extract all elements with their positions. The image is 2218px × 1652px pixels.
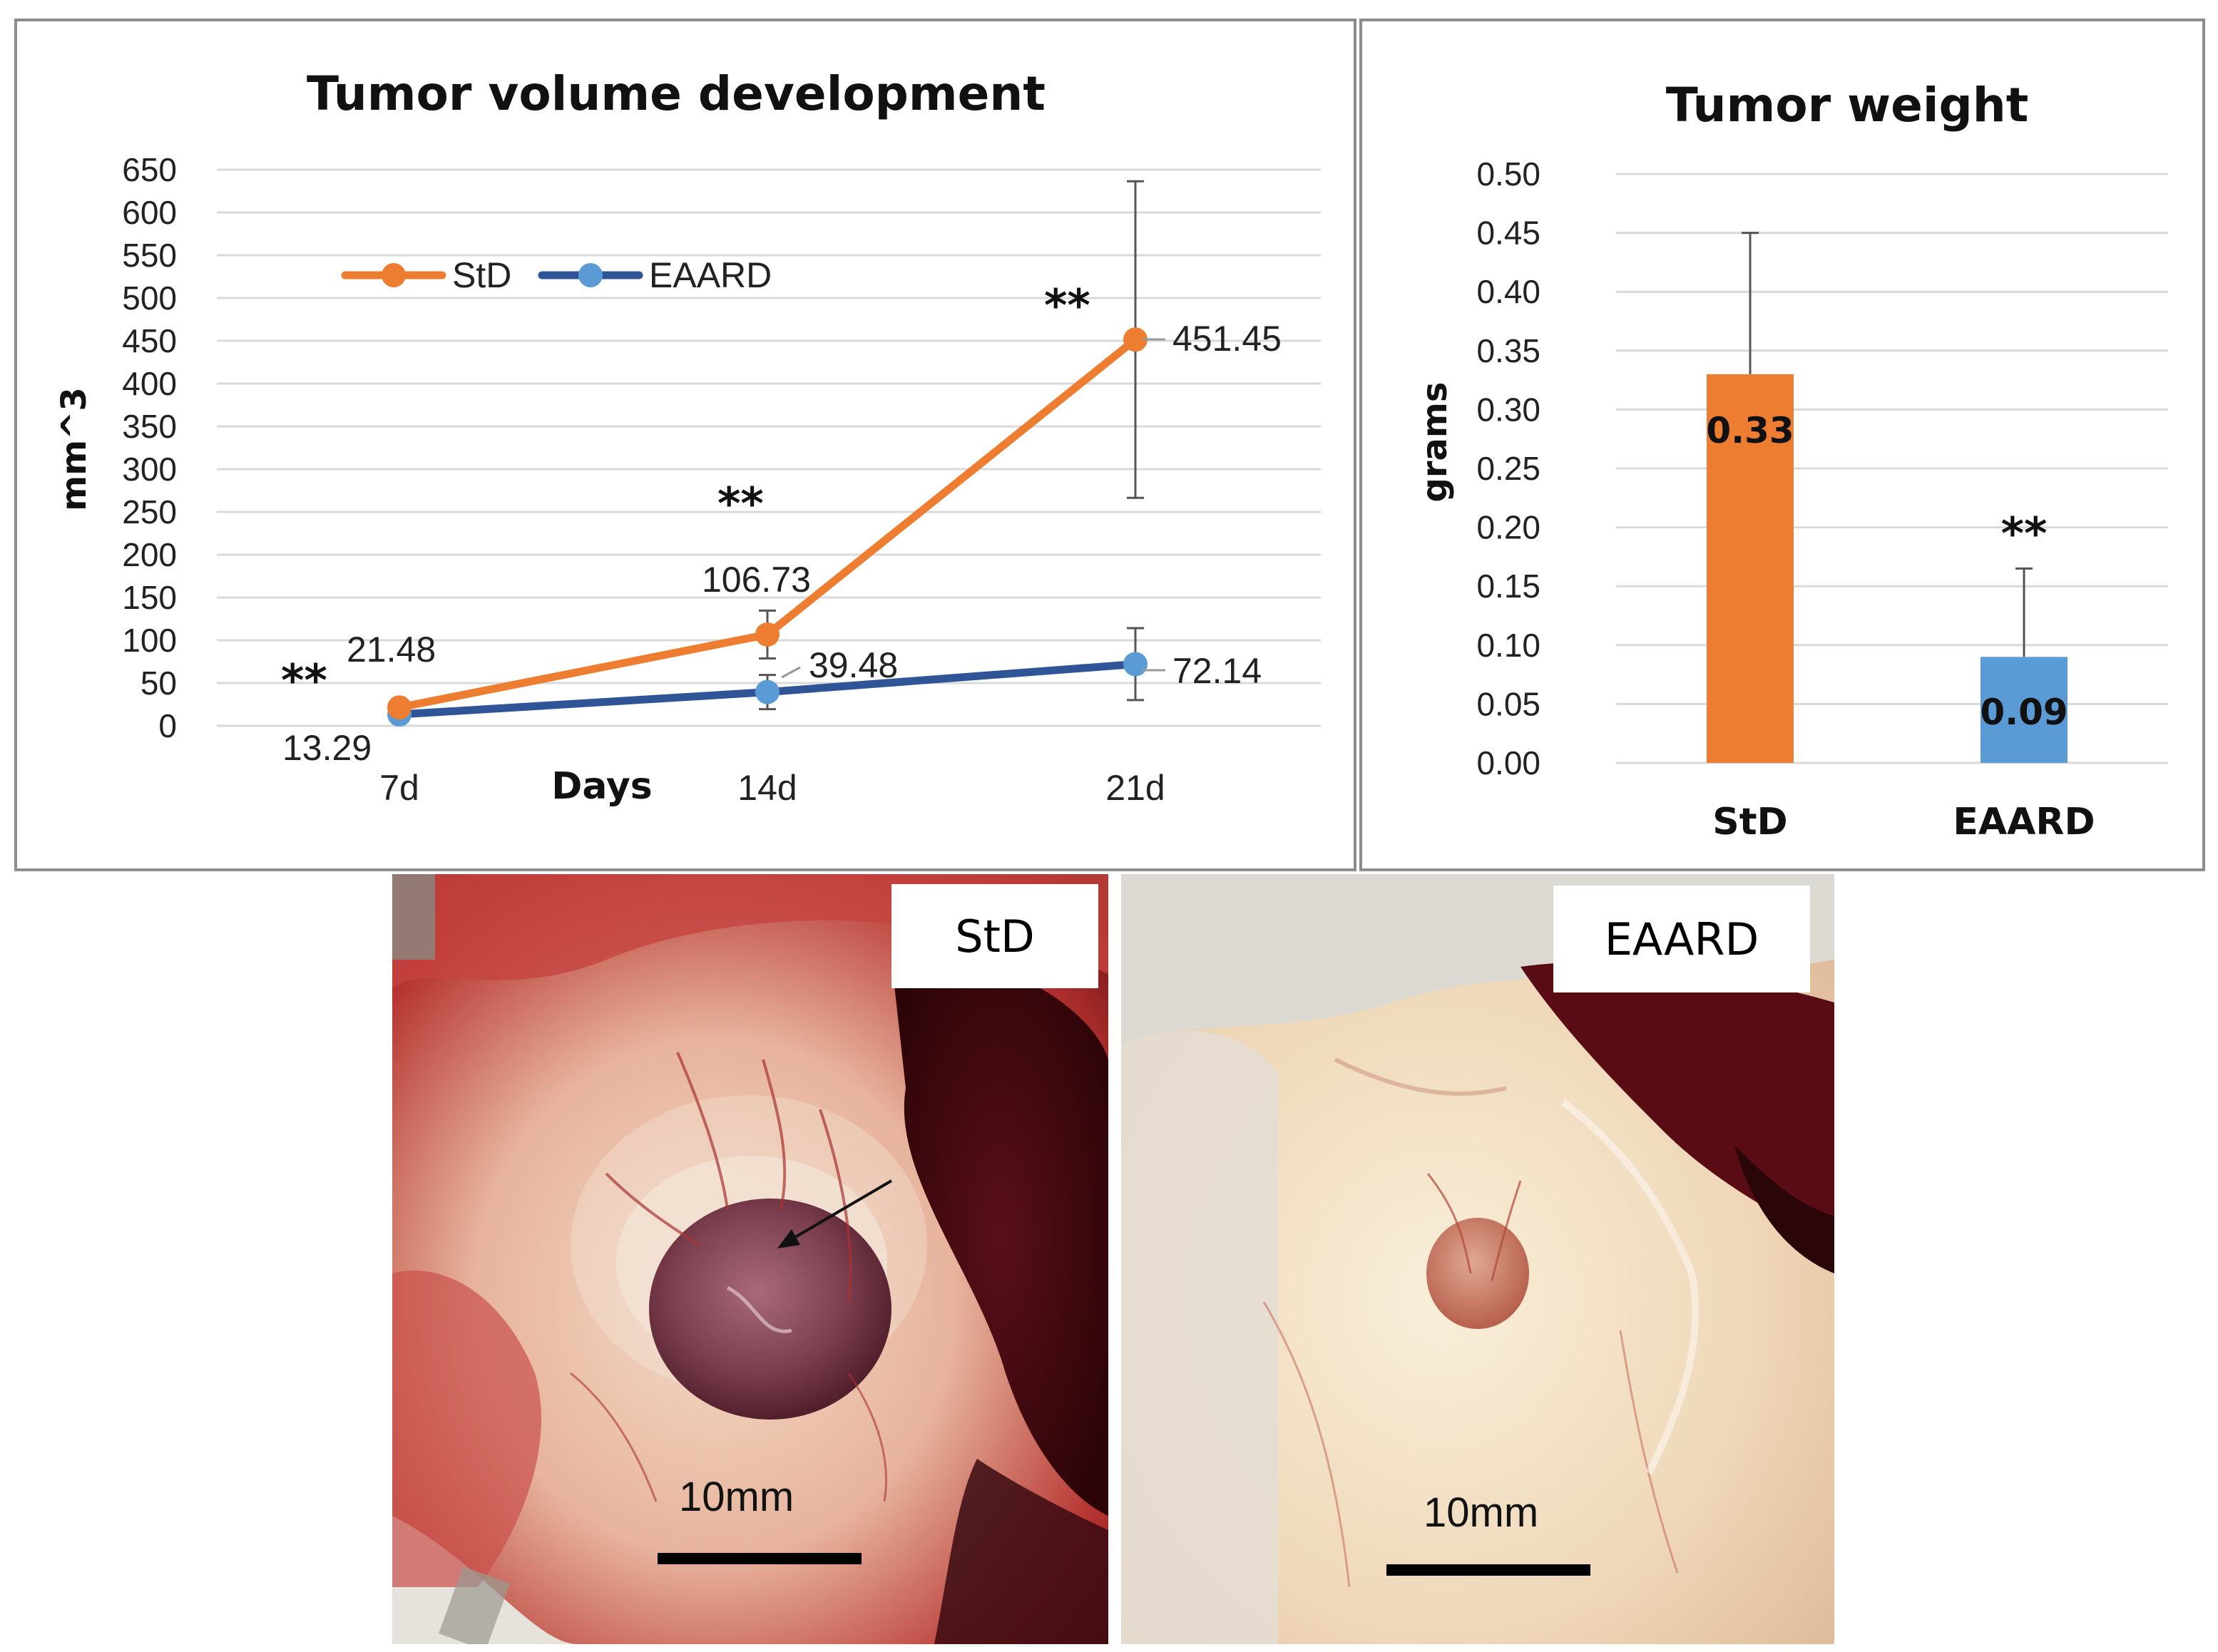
bar-eaard	[1981, 657, 2068, 763]
significance-marker: **	[2001, 508, 2048, 560]
y-tick-label: 0.30	[1476, 391, 1540, 428]
data-label: 39.48	[809, 645, 898, 685]
x-tick-label: 21d	[1105, 768, 1165, 808]
y-tick-label: 650	[122, 151, 177, 188]
std-tumor-photo: StD 10mm	[392, 874, 1108, 1644]
significance-marker: **	[1044, 279, 1090, 332]
y-tick-label: 0.45	[1476, 215, 1540, 252]
y-tick-label: 450	[122, 322, 177, 359]
std-tissue-image	[392, 874, 1108, 1644]
y-tick-label: 300	[122, 451, 177, 488]
data-point	[1123, 652, 1148, 677]
y-tick-label: 500	[122, 279, 177, 317]
arrow-head-icon	[777, 1229, 800, 1248]
y-tick-label: 0.00	[1476, 744, 1540, 781]
y-tick-label: 150	[122, 579, 177, 616]
y-tick-label: 200	[122, 536, 177, 573]
data-label: 72.14	[1172, 651, 1262, 691]
y-axis-label: grams	[1415, 381, 1455, 502]
y-tick-label: 50	[140, 665, 177, 702]
y-tick-label: 0.35	[1476, 332, 1540, 369]
y-tick-label: 0.25	[1476, 450, 1540, 487]
tumor-weight-chart: 0.00 0.05 0.10 0.15 0.20 0.25 0.30 0.35 0.40 0.45…	[1415, 78, 2168, 843]
data-point	[1123, 327, 1148, 352]
y-tick-label: 0.15	[1476, 568, 1540, 605]
y-tick-label: 0.05	[1476, 685, 1540, 722]
x-tick-label: StD	[1712, 801, 1787, 843]
tumor-mass	[649, 1199, 891, 1420]
bar-value-label: 0.33	[1706, 410, 1794, 451]
chart-title: Tumor volume development	[307, 66, 1046, 121]
data-point	[755, 679, 780, 704]
y-axis-label: mm^3	[54, 387, 94, 511]
tumor-volume-panel: 0 50 100 150 200 250 300 350 400 450 500 550 600 650 7…	[14, 19, 1356, 871]
bar-value-label: 0.09	[1980, 692, 2068, 733]
y-tick-label: 0.20	[1476, 509, 1540, 546]
tumor-pointer-arrow	[787, 1179, 893, 1243]
y-tick-label: 0.50	[1476, 155, 1540, 193]
legend-marker	[382, 263, 406, 287]
data-label: 13.29	[282, 728, 372, 768]
std-photo-label: StD	[891, 884, 1098, 988]
legend-marker	[578, 263, 603, 287]
y-tick-label: 0	[158, 707, 177, 744]
eaard-scale-label: 10mm	[1424, 1489, 1539, 1536]
legend-label: StD	[452, 255, 511, 295]
tumor-volume-chart: 0 50 100 150 200 250 300 350 400 450 500 550 600 650 7…	[54, 66, 1321, 808]
y-tick-label: 550	[122, 237, 177, 274]
y-tick-label: 600	[122, 194, 177, 231]
y-tick-label: 400	[122, 365, 177, 402]
small-tumor-mass	[1426, 1218, 1529, 1329]
eaard-photo-label: EAARD	[1553, 886, 1810, 992]
data-label: 451.45	[1172, 319, 1282, 359]
y-tick-label: 0.10	[1476, 627, 1540, 664]
bar-std	[1707, 374, 1794, 763]
data-point	[387, 695, 412, 720]
y-tick-label: 0.40	[1476, 273, 1540, 310]
data-point	[755, 622, 780, 647]
data-label: 106.73	[702, 560, 811, 600]
legend-label: EAARD	[649, 255, 772, 295]
significance-marker: **	[717, 478, 764, 530]
significance-marker: **	[281, 655, 327, 707]
leader-line	[781, 666, 801, 679]
std-scale-bar	[658, 1553, 862, 1564]
y-tick-label: 100	[122, 622, 177, 659]
std-scale-label: 10mm	[679, 1474, 794, 1520]
tumor-weight-panel: 0.00 0.05 0.10 0.15 0.20 0.25 0.30 0.35 0.40 0.45…	[1359, 19, 2205, 871]
eaard-tumor-photo: EAARD 10mm	[1121, 874, 1834, 1644]
x-axis-label: Days	[551, 765, 653, 808]
data-label: 21.48	[347, 630, 436, 669]
x-tick-label: EAARD	[1953, 801, 2095, 843]
y-tick-label: 250	[122, 493, 177, 530]
x-tick-label: 14d	[737, 768, 797, 808]
chart-title: Tumor weight	[1666, 78, 2029, 133]
eaard-scale-bar	[1386, 1564, 1590, 1576]
y-tick-label: 350	[122, 408, 177, 445]
x-tick-label: 7d	[379, 768, 419, 808]
